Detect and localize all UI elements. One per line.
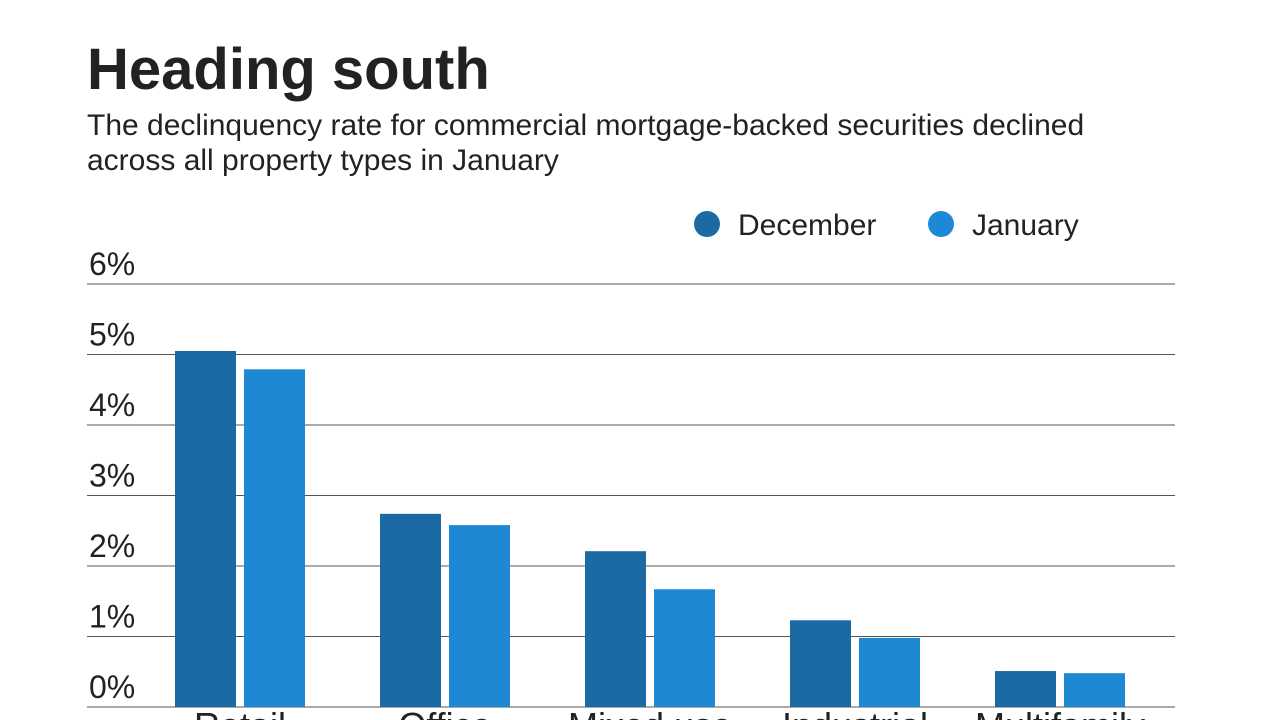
bar — [380, 513, 441, 707]
chart-title: Heading south — [87, 37, 490, 102]
chart-subtitle: The declinquency rate for commercial mor… — [87, 109, 1085, 177]
y-tick-label: 1% — [89, 599, 135, 635]
bar — [449, 525, 510, 707]
x-tick-label: Multifamily — [975, 705, 1145, 720]
y-tick-label: 6% — [89, 246, 135, 282]
bar — [244, 369, 305, 707]
legend-marker — [928, 211, 954, 237]
y-tick-label: 5% — [89, 317, 135, 353]
bar — [1064, 673, 1125, 707]
y-tick-label: 3% — [89, 458, 135, 494]
bar — [859, 637, 920, 707]
bar — [995, 671, 1056, 707]
x-tick-label: Retail — [194, 705, 286, 720]
bar — [175, 350, 236, 707]
bar — [790, 620, 851, 707]
x-tick-label: Office — [398, 705, 491, 720]
y-tick-label: 2% — [89, 528, 135, 564]
legend-label: December — [738, 209, 876, 242]
bar — [585, 551, 646, 707]
x-tick-label: Mixed use — [568, 705, 732, 720]
legend-label: January — [972, 209, 1079, 242]
y-tick-label: 0% — [89, 669, 135, 705]
legend-marker — [694, 211, 720, 237]
bar — [654, 589, 715, 707]
y-tick-label: 4% — [89, 387, 135, 423]
x-tick-label: Industrial — [782, 705, 928, 720]
